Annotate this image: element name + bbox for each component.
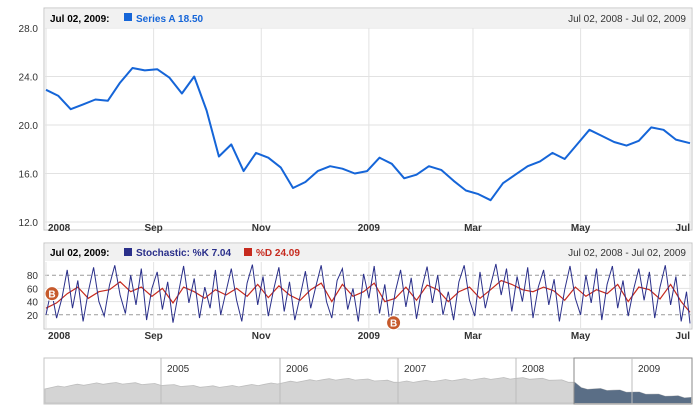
price-y-tick-label: 24.0 [19, 73, 39, 84]
navigator-year-label: 2005 [167, 364, 190, 375]
navigator[interactable]: 2005 2006 2007 2008 2009 [43, 357, 693, 405]
stochastic-x-axis: 2008 Sep Nov 2009 Mar May Jul [48, 331, 690, 342]
price-x-tick-label: Nov [252, 223, 271, 234]
price-panel-frame [43, 7, 693, 231]
price-header-range: Jul 02, 2008 - Jul 02, 2009 [568, 14, 686, 25]
navigator-year-label: 2009 [638, 364, 661, 375]
stochastic-panel: Jul 02, 2009: Stochastic: %K 7.04 %D 24.… [27, 242, 693, 342]
signal-marker[interactable] [44, 286, 60, 302]
signal-marker[interactable] [386, 315, 402, 331]
price-header-date: Jul 02, 2009: [50, 14, 109, 25]
price-y-tick-label: 28.0 [19, 24, 39, 35]
d-label: %D 24.09 [256, 248, 300, 259]
stochastic-x-tick-label: Sep [144, 331, 162, 342]
stochastic-y-tick-label: 60 [27, 284, 39, 295]
series-a-label: Series A 18.50 [136, 14, 204, 25]
price-y-tick-label: 20.0 [19, 121, 39, 132]
price-panel: Jul 02, 2009: Series A 18.50 Jul 02, 200… [19, 7, 693, 234]
price-y-axis: 28.0 24.0 20.0 16.0 12.0 [19, 24, 39, 229]
d-line [45, 279, 691, 313]
navigator-year-label: 2006 [286, 364, 309, 375]
stochastic-x-tick-label: Mar [464, 331, 482, 342]
series-a-line [45, 67, 691, 202]
signal-markers: BB [44, 286, 402, 331]
price-x-tick-label: Sep [144, 223, 162, 234]
k-swatch [124, 248, 132, 256]
stochastic-x-tick-label: May [571, 331, 591, 342]
series-a-swatch [124, 13, 132, 21]
stochastic-panel-header-bg [45, 244, 691, 261]
navigator-year-label: 2007 [404, 364, 427, 375]
k-label: Stochastic: %K 7.04 [136, 248, 231, 259]
price-x-tick-label: 2008 [48, 223, 71, 234]
navigator-selection-window[interactable] [573, 357, 693, 405]
stochastic-y-tick-label: 40 [27, 298, 39, 309]
price-x-tick-label: Jul [676, 223, 691, 234]
stochastic-y-tick-label: 20 [27, 311, 39, 322]
stochastic-header-date: Jul 02, 2009: [50, 248, 109, 259]
price-grid [45, 27, 691, 229]
price-y-tick-label: 16.0 [19, 170, 39, 181]
stochastic-header-range: Jul 02, 2008 - Jul 02, 2009 [568, 248, 686, 259]
stochastic-y-axis: 80 60 40 20 [27, 271, 39, 322]
stochastic-x-tick-label: Jul [676, 331, 691, 342]
price-x-tick-label: 2009 [358, 223, 381, 234]
d-swatch [244, 248, 252, 256]
price-x-axis: 2008 Sep Nov 2009 Mar May Jul [48, 223, 690, 234]
signal-marker-label: B [48, 290, 55, 301]
price-x-tick-label: May [571, 223, 591, 234]
stochastic-x-tick-label: Nov [252, 331, 271, 342]
navigator-year-labels: 2005 2006 2007 2008 2009 [160, 358, 661, 404]
k-line [45, 263, 691, 325]
stochastic-y-tick-label: 80 [27, 271, 39, 282]
price-y-tick-label: 12.0 [19, 218, 39, 229]
stochastic-x-tick-label: 2008 [48, 331, 71, 342]
price-panel-header-bg [45, 9, 691, 27]
signal-marker-label: B [390, 319, 397, 330]
price-x-tick-label: Mar [464, 223, 482, 234]
stochastic-x-tick-label: 2009 [358, 331, 381, 342]
navigator-year-label: 2008 [522, 364, 545, 375]
